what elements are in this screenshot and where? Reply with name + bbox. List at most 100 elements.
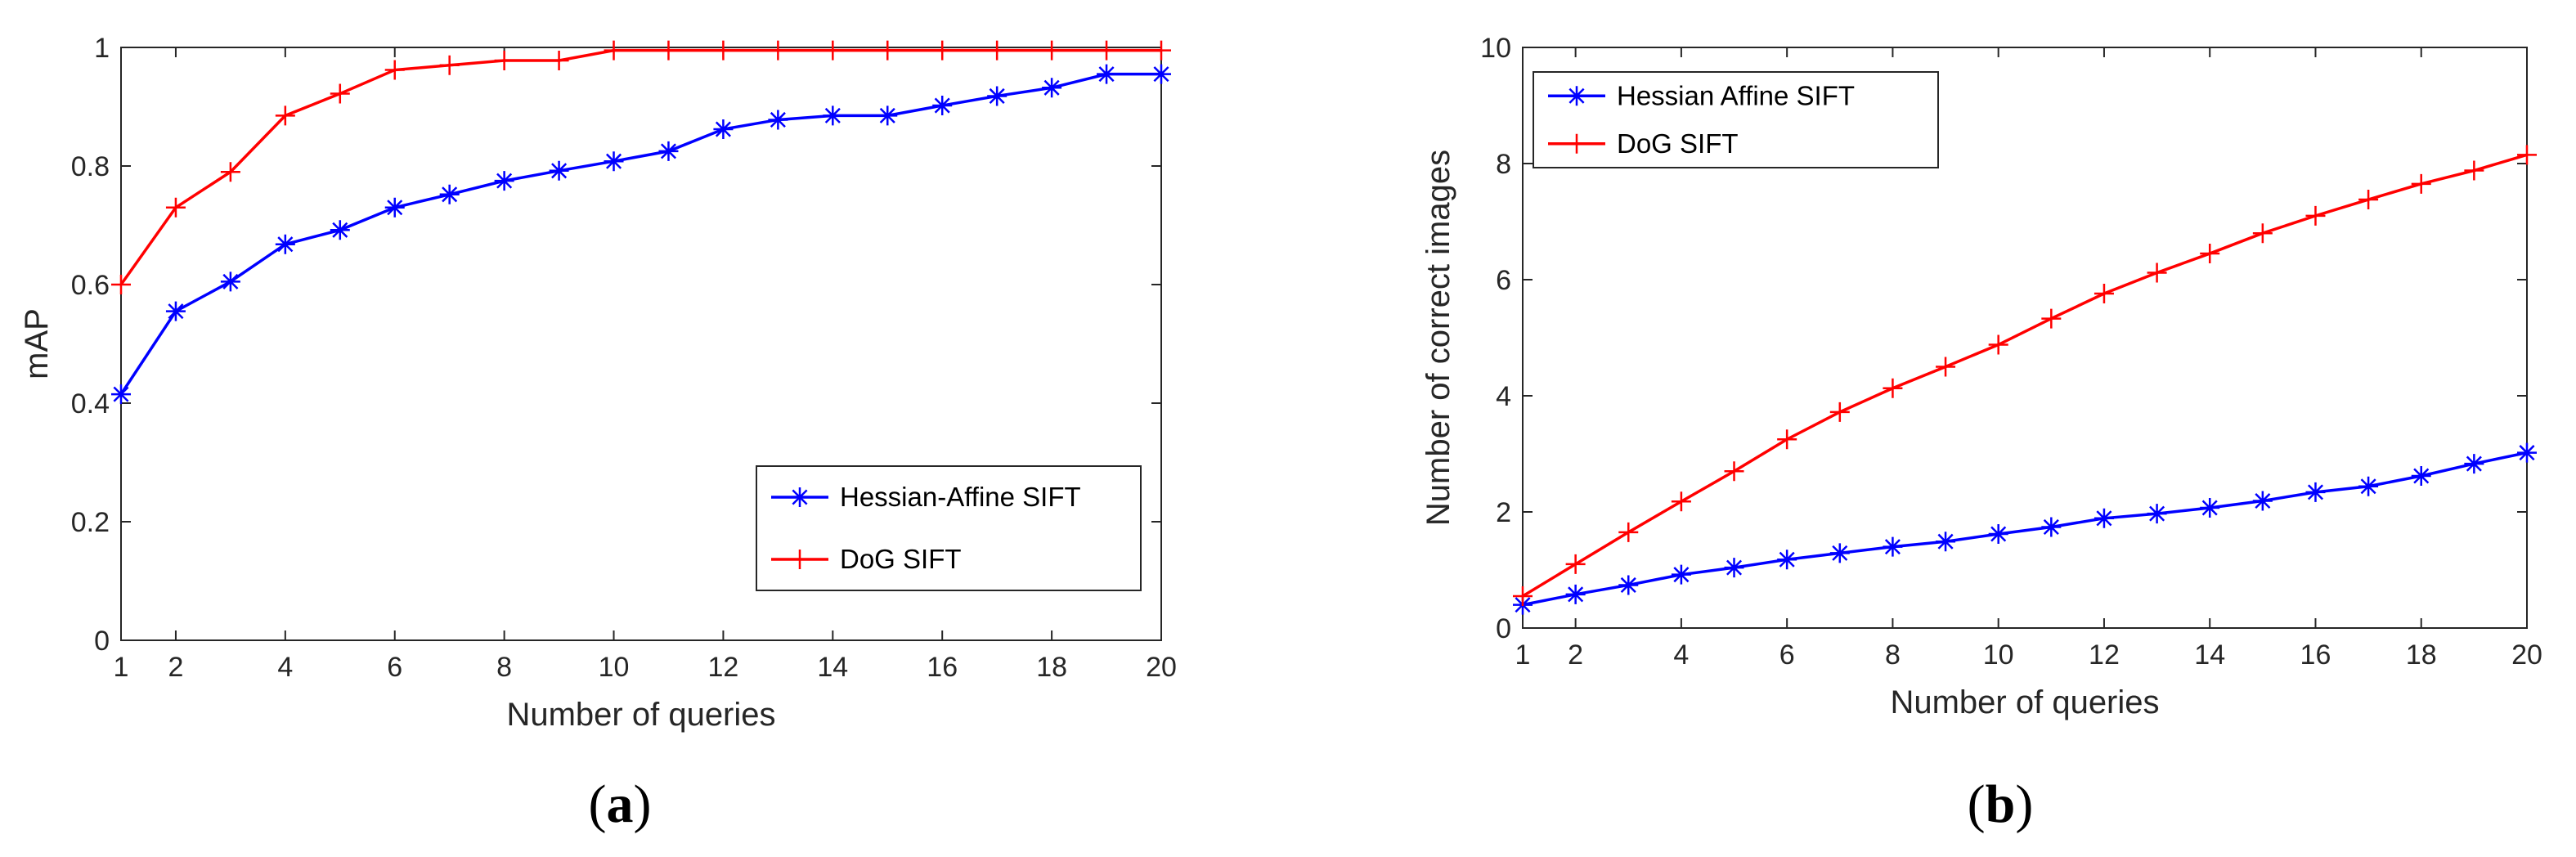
plus-marker	[549, 50, 569, 70]
asterisk-marker	[1151, 64, 1171, 84]
x-tick-label: 20	[1146, 652, 1177, 683]
asterisk-marker	[330, 220, 350, 240]
legend-box	[756, 465, 1142, 591]
x-tick-label: 1	[114, 652, 129, 683]
y-tick-label: 0	[1496, 613, 1511, 644]
plus-marker	[1097, 40, 1117, 61]
plus-marker	[1618, 522, 1639, 542]
y-tick-label: 0	[94, 626, 110, 657]
asterisk-marker	[220, 271, 240, 292]
asterisk-marker	[2094, 508, 2114, 528]
asterisk-marker	[2464, 454, 2484, 474]
legend-box	[1533, 71, 1939, 168]
plot-area-frame	[120, 47, 1162, 641]
y-tick-label: 0.2	[71, 507, 110, 538]
x-tick-label: 14	[2194, 639, 2225, 671]
asterisk-marker	[987, 86, 1008, 106]
series-dog-sift	[1513, 145, 2537, 606]
plus-marker	[1988, 334, 2008, 355]
asterisk-marker	[1883, 536, 1903, 557]
x-tick-label: 12	[2089, 639, 2120, 671]
asterisk-marker	[2305, 482, 2326, 502]
plus-marker	[823, 40, 843, 61]
series-dog-sift	[111, 40, 1171, 294]
y-tick-label: 4	[1496, 381, 1511, 412]
y-tick-label: 0.4	[71, 388, 110, 420]
x-tick-label: 6	[1779, 639, 1795, 671]
plus-marker	[932, 40, 953, 61]
asterisk-marker	[932, 96, 953, 116]
asterisk-marker	[768, 110, 788, 130]
asterisk-marker	[1671, 564, 1691, 585]
plus-marker	[2305, 205, 2326, 226]
x-tick-label: 10	[599, 652, 630, 683]
x-tick-label: 10	[1983, 639, 2014, 671]
asterisk-marker	[1724, 558, 1744, 578]
plus-marker	[1042, 40, 1062, 61]
asterisk-marker	[2517, 442, 2537, 463]
plus-marker	[2358, 190, 2379, 210]
plus-marker	[768, 40, 788, 61]
plus-marker	[2200, 244, 2220, 264]
asterisk-marker	[1565, 584, 1586, 604]
y-axis-label: mAP	[19, 308, 55, 379]
series-line	[1522, 153, 2528, 598]
y-tick-label: 1	[94, 33, 110, 64]
plus-marker	[1671, 491, 1691, 512]
panel-caption: (a)	[589, 774, 652, 834]
legend-label: DoG SIFT	[1617, 128, 1739, 159]
legend-label: DoG SIFT	[840, 544, 962, 574]
x-tick-label: 4	[277, 652, 293, 683]
plus-marker	[1565, 554, 1586, 574]
asterisk-marker	[658, 141, 679, 161]
y-tick-label: 2	[1496, 497, 1511, 528]
x-tick-label: 8	[1885, 639, 1901, 671]
plus-marker	[1513, 586, 1533, 606]
plus-marker	[275, 105, 295, 126]
y-tick-label: 10	[1480, 33, 1511, 64]
plus-marker	[220, 162, 240, 182]
x-tick-label: 8	[496, 652, 512, 683]
y-tick-label: 8	[1496, 149, 1511, 180]
x-tick-label: 2	[1568, 639, 1583, 671]
plus-marker	[713, 40, 734, 61]
x-axis-label: Number of queries	[506, 697, 775, 733]
plus-marker	[2411, 173, 2431, 194]
series-line	[1522, 451, 2528, 607]
x-axis-label: Number of queries	[1890, 684, 2159, 720]
x-tick-label: 20	[2511, 639, 2542, 671]
x-tick-label: 2	[168, 652, 183, 683]
plus-marker	[384, 60, 405, 80]
plus-marker	[2094, 284, 2114, 304]
panel-caption: (b)	[1968, 774, 2034, 834]
series-hessian-affine-sift	[111, 64, 1171, 405]
series-hessian-affine-sift	[1513, 442, 2537, 615]
asterisk-marker	[823, 105, 843, 126]
plus-marker	[1829, 402, 1850, 422]
plus-marker	[439, 55, 460, 75]
plus-marker	[2252, 223, 2273, 244]
plus-marker	[2517, 145, 2537, 165]
asterisk-marker	[275, 234, 295, 254]
y-tick-label: 6	[1496, 265, 1511, 296]
plus-marker	[2464, 160, 2484, 181]
plus-marker	[1567, 133, 1586, 154]
plus-marker	[604, 40, 624, 61]
x-tick-label: 6	[387, 652, 402, 683]
x-tick-label: 16	[927, 652, 958, 683]
x-tick-label: 18	[1036, 652, 1067, 683]
legend-label: Hessian-Affine SIFT	[840, 482, 1081, 512]
legend: Hessian-Affine SIFT DoG SIFT	[756, 465, 1142, 591]
asterisk-marker	[2200, 498, 2220, 518]
plus-marker	[1936, 357, 1956, 377]
plot-area-frame	[1522, 47, 2528, 629]
asterisk-marker	[790, 487, 810, 507]
asterisk-marker	[2041, 517, 2062, 537]
asterisk-marker	[1042, 78, 1062, 98]
plus-marker	[494, 50, 514, 70]
asterisk-marker	[1777, 550, 1797, 570]
x-tick-label: 14	[817, 652, 848, 683]
y-tick-label: 0.6	[71, 270, 110, 301]
